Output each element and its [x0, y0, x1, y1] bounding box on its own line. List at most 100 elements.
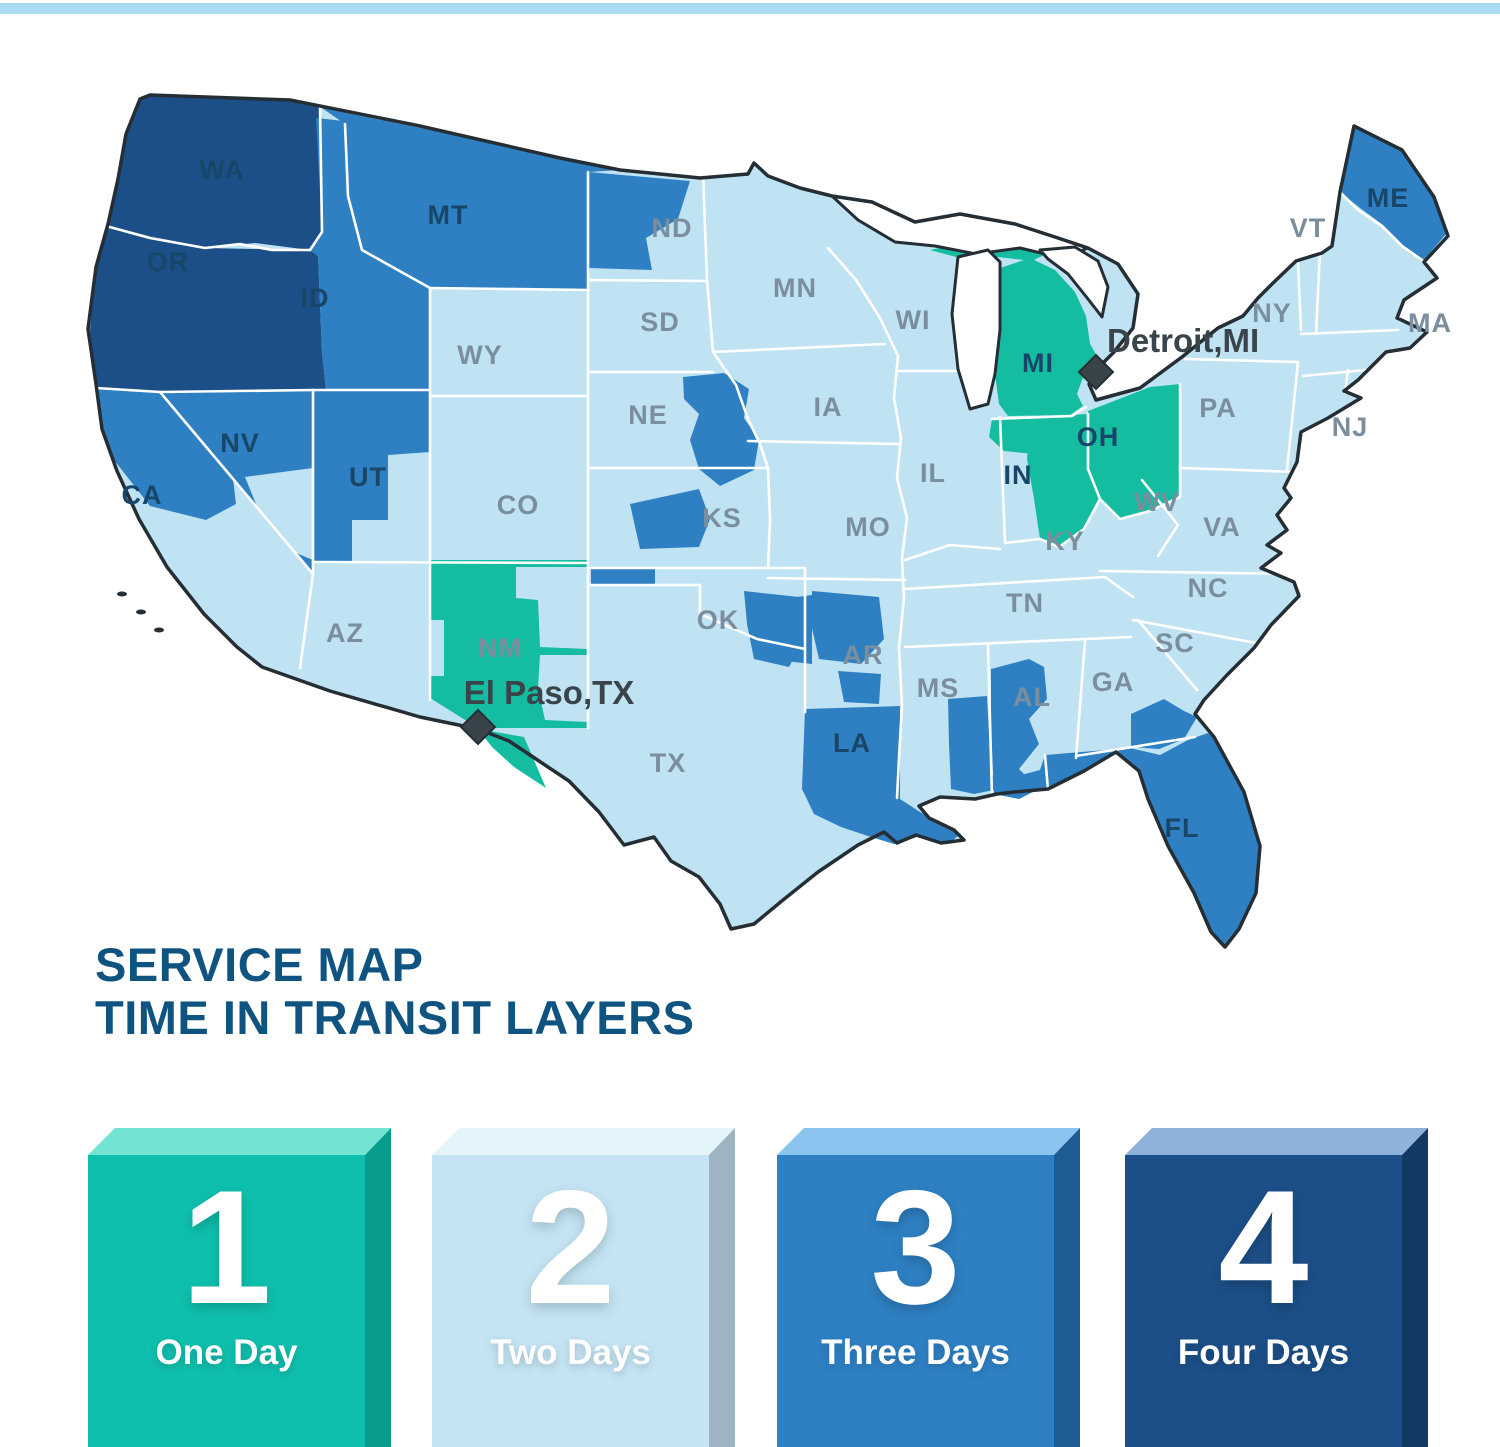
- state-shape-mi: [995, 258, 1097, 416]
- state-label-az: AZ: [326, 618, 364, 648]
- legend-block-1: 1 One Day: [88, 1128, 391, 1447]
- legend-block-side-face: [1402, 1128, 1428, 1447]
- border-line: [903, 635, 1133, 649]
- border-line: [766, 576, 907, 582]
- patch-ga-coast: [1131, 699, 1197, 749]
- border-line: [428, 286, 591, 292]
- border-line: [1074, 735, 1197, 758]
- patch-nd-west: [589, 172, 690, 270]
- state-label-mt: MT: [428, 200, 469, 230]
- border-line: [158, 390, 315, 576]
- state-label-wi: WI: [896, 305, 931, 335]
- lake-michigan: [950, 248, 1002, 411]
- border-line: [903, 543, 1002, 562]
- legend-block-side-face: [709, 1128, 735, 1447]
- state-shape-oh: [1088, 384, 1180, 519]
- state-label-wa: WA: [199, 155, 245, 185]
- state-label-ma: MA: [1408, 308, 1452, 338]
- two-day-cutouts: [245, 452, 430, 562]
- patch-ca-north: [96, 388, 236, 520]
- border-line: [1131, 618, 1290, 651]
- legend-block-top-face: [432, 1128, 735, 1155]
- state-label-mi: MI: [1022, 348, 1054, 378]
- state-label-mn: MN: [773, 273, 817, 303]
- detroit-marker-icon: [1077, 353, 1115, 391]
- state-label-ks: KS: [702, 503, 742, 533]
- legend-block-side-face: [365, 1128, 391, 1447]
- patch-ut-se-light: [352, 452, 430, 562]
- nm-light-cutouts: [430, 567, 588, 722]
- state-label-tx: TX: [650, 748, 687, 778]
- channel-islands: [117, 591, 164, 633]
- border-line: [1296, 260, 1303, 332]
- legend-label: One Day: [155, 1333, 298, 1372]
- patch-ar-b: [838, 671, 881, 704]
- state-borders: [94, 104, 1424, 800]
- border-line: [94, 386, 432, 394]
- island-icon: [136, 609, 146, 615]
- legend-number: 2: [525, 1157, 616, 1338]
- state-label-mo: MO: [845, 512, 891, 542]
- state-label-ca: CA: [122, 480, 163, 510]
- border-line: [1299, 328, 1400, 336]
- patch-al-south: [991, 659, 1047, 799]
- border-line: [298, 388, 315, 670]
- state-label-il: IL: [920, 458, 946, 488]
- el-paso-city-label: El Paso,TX: [464, 674, 635, 711]
- nation-outline: [86, 93, 1450, 949]
- patch-nm-se-light: [538, 655, 588, 722]
- border-line: [998, 415, 1007, 545]
- legend-number: 3: [870, 1157, 961, 1338]
- state-label-id: ID: [301, 283, 330, 313]
- legend-block-top-face: [1125, 1128, 1428, 1155]
- detroit-city-label: Detroit,MI: [1107, 322, 1259, 359]
- border-line: [1140, 478, 1180, 558]
- border-line: [826, 246, 909, 800]
- border-line: [1043, 753, 1050, 792]
- border-line: [104, 224, 312, 252]
- border-line: [1183, 357, 1300, 472]
- legend-block-3: 3 Three Days: [777, 1128, 1080, 1447]
- border-line: [1098, 569, 1296, 576]
- state-shape-me: [1340, 126, 1446, 260]
- patch-ks-blob: [630, 489, 710, 549]
- state-label-ia: IA: [814, 392, 843, 422]
- patch-nm-w-light: [430, 620, 444, 676]
- title-line-1: SERVICE MAP: [95, 938, 424, 991]
- border-line: [308, 104, 324, 252]
- border-line: [586, 583, 807, 651]
- state-shape-id: [310, 118, 430, 390]
- state-label-sd: SD: [640, 307, 680, 337]
- state-label-ga: GA: [1092, 667, 1135, 697]
- border-line: [746, 439, 900, 446]
- title-line-2: TIME IN TRANSIT LAYERS: [95, 991, 695, 1045]
- legend-label: Three Days: [821, 1333, 1010, 1372]
- border-line: [701, 170, 772, 570]
- border-line: [903, 575, 1135, 599]
- city-markers: Detroit,MI El Paso,TX: [459, 322, 1259, 746]
- patch-tx-ne: [782, 595, 812, 664]
- state-label-ms: MS: [917, 673, 960, 703]
- border-line: [1338, 190, 1424, 262]
- legend-label: Two Days: [490, 1333, 651, 1372]
- state-label-fl: FL: [1165, 813, 1200, 843]
- legend-block-front-face: 1 One Day: [88, 1155, 365, 1447]
- state-label-ut: UT: [349, 462, 387, 492]
- state-label-nd: ND: [652, 213, 693, 243]
- state-label-ky: KY: [1045, 526, 1085, 556]
- legend-block-4: 4 Four Days: [1125, 1128, 1428, 1447]
- island-icon: [154, 627, 164, 633]
- state-label-nm: NM: [478, 633, 522, 663]
- map-title: SERVICE MAP TIME IN TRANSIT LAYERS: [95, 938, 694, 1044]
- state-label-vt: VT: [1290, 213, 1327, 243]
- lake-huron: [1038, 245, 1110, 319]
- state-label-nj: NJ: [1332, 412, 1369, 442]
- patch-ok-strip: [591, 568, 655, 584]
- state-label-va: VA: [1203, 512, 1241, 542]
- legend-block-top-face: [777, 1128, 1080, 1155]
- state-shape-la: [802, 706, 961, 844]
- legend-block-front-face: 4 Four Days: [1125, 1155, 1402, 1447]
- state-label-ny: NY: [1252, 298, 1292, 328]
- legend-number: 4: [1218, 1157, 1309, 1338]
